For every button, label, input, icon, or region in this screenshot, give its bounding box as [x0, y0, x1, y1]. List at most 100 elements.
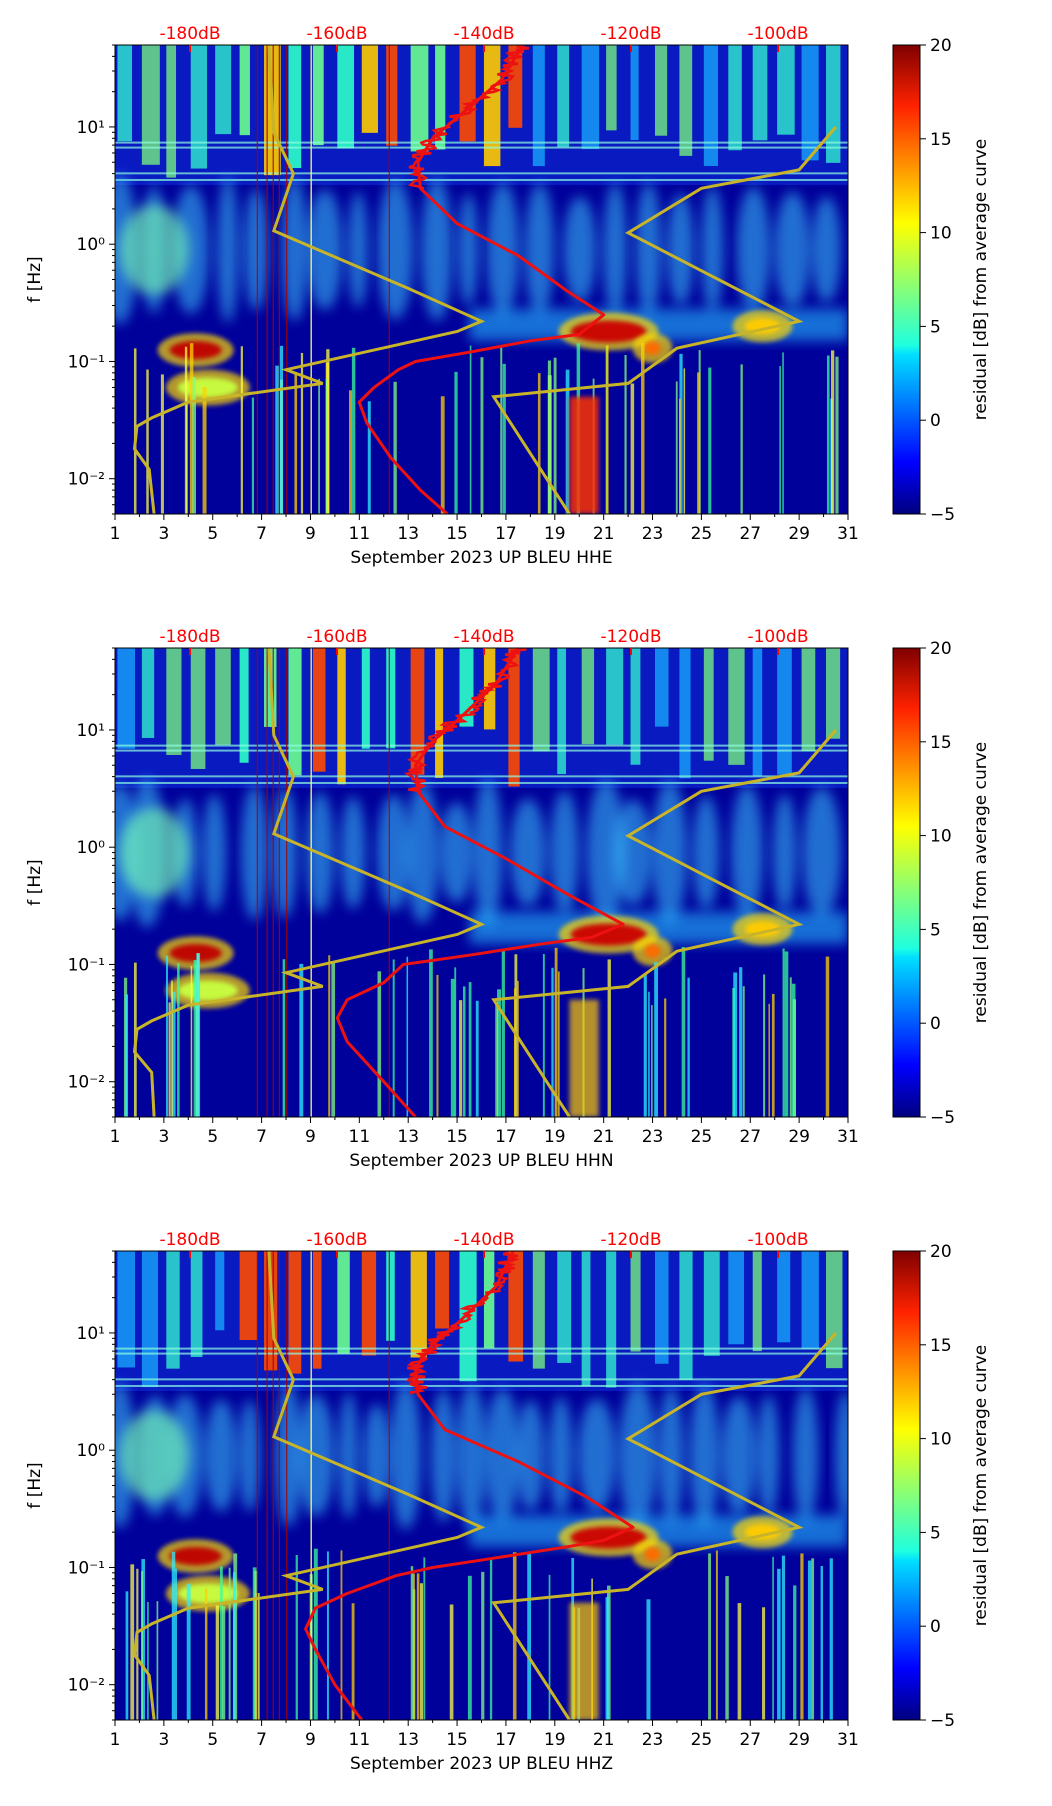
transient-spike [196, 953, 201, 1117]
top-tick-label: -140dB [453, 1230, 514, 1250]
x-tick-labels: 1 3 5 7 9 11 13 15 17 19 21 23 25 27 29 31 [110, 514, 859, 544]
transient-spike [675, 381, 678, 514]
hf-day-column [483, 1251, 495, 1349]
y-tick-label: 10¹ [77, 721, 105, 741]
x-tick-label: 17 [495, 1127, 517, 1147]
transient-spike [331, 962, 336, 1117]
transient-spike [184, 346, 188, 514]
y-tick-label: 10⁻² [68, 470, 105, 490]
transient-spike [782, 352, 784, 514]
storm-hotspot [177, 1583, 238, 1604]
hf-day-column [752, 648, 763, 777]
red-curve-layer [304, 1251, 635, 1720]
transient-spike [495, 1001, 499, 1117]
microseism-plume [618, 1383, 658, 1529]
microseism-plume [736, 186, 771, 313]
x-tick-label: 7 [256, 524, 267, 544]
gap-line [286, 1251, 288, 1720]
transient-spike [542, 953, 545, 1117]
transient-spike [136, 1568, 139, 1720]
storm-hotspot [570, 923, 647, 946]
x-tick-label: 7 [256, 1127, 267, 1147]
colorbar-tick-label: −5 [930, 505, 955, 525]
transient-spike [228, 1567, 231, 1720]
transient-spike [654, 962, 659, 1117]
gap-line [256, 1251, 259, 1720]
y-tick-label: 10⁻¹ [68, 352, 105, 372]
hf-day-column [654, 45, 668, 136]
microseism-plume [172, 185, 210, 314]
transient-spike [192, 377, 197, 514]
transient-spike [782, 948, 785, 1117]
transient-spike [300, 352, 304, 514]
transient-spike [416, 1573, 420, 1720]
microseism-plume [472, 777, 503, 928]
hf-day-column [239, 45, 250, 136]
transient-spike [725, 1576, 729, 1720]
x-tick-label: 9 [305, 524, 316, 544]
transient-spike [436, 974, 439, 1117]
storm-hotspot [169, 944, 222, 963]
colorbar-tick-label: 10 [930, 1430, 952, 1450]
top-tick-label: -180dB [159, 1230, 220, 1250]
microseism-plume [274, 1384, 303, 1528]
x-tick-labels: 1 3 5 7 9 11 13 15 17 19 21 23 25 27 29 31 [110, 1720, 859, 1750]
harmonic-line [115, 781, 848, 784]
transient-spike [125, 994, 129, 1117]
y-tick-label: 10⁰ [77, 1441, 106, 1461]
x-tick-label: 29 [788, 524, 810, 544]
y-tick-label: 10⁻¹ [68, 955, 105, 975]
microseism-plume [689, 1383, 720, 1528]
microseism-plume [515, 1399, 546, 1512]
colorbar: 20 15 10 5 0 −5 [892, 639, 955, 1128]
hf-day-column [777, 1251, 791, 1343]
transient-spike [807, 1560, 812, 1720]
transient-spike [811, 1558, 815, 1720]
transient-spike [768, 1003, 770, 1117]
hf-day-column [557, 45, 570, 148]
transient-spike [175, 1568, 178, 1720]
colorbar-tick-label: −5 [930, 1108, 955, 1128]
transient-spike [240, 346, 243, 514]
transient-spike [204, 1588, 208, 1720]
transient-spike [781, 1555, 786, 1720]
transient-spike [607, 959, 611, 1117]
hf-day-column [532, 45, 545, 167]
transient-spike [168, 1002, 171, 1117]
x-tick-label: 5 [207, 1127, 218, 1147]
hf-day-column [728, 1251, 745, 1345]
top-tick-label: -140dB [453, 627, 514, 647]
colorbar-label: residual [dB] from average curve [971, 1345, 991, 1626]
storm-hotspot [169, 1547, 222, 1566]
storm-hotspot [177, 980, 238, 1001]
x-tick-label: 25 [691, 1127, 713, 1147]
average-noise-curve-jagged [405, 1251, 520, 1395]
transient-spike [171, 1551, 176, 1720]
transient-spike [554, 947, 558, 1117]
transient-spike [215, 1604, 220, 1720]
hf-day-column [826, 45, 841, 163]
microseism-plume [701, 185, 724, 314]
storm-hotspot [644, 944, 661, 959]
x-tick-label: 23 [642, 1730, 664, 1750]
transient-spike [160, 374, 164, 514]
transient-spike [777, 1568, 781, 1720]
transient-spike [232, 1572, 236, 1720]
x-tick-label: 3 [158, 1127, 169, 1147]
colorbar-tick-label: 15 [930, 130, 952, 150]
x-tick-label: 31 [837, 524, 859, 544]
x-axis-label: September 2023 UP BLEU HHZ [350, 1754, 613, 1774]
microseism-plume [586, 779, 626, 926]
transient-spike [475, 1000, 479, 1117]
microseism-plume [348, 191, 369, 308]
hf-day-column [777, 45, 795, 135]
transient-spike [410, 1566, 414, 1720]
transient-spike [440, 396, 445, 514]
transient-spike [789, 977, 792, 1117]
hf-day-column [581, 1251, 591, 1387]
transient-spike [462, 986, 466, 1117]
microseism-plume [772, 793, 797, 912]
microseism-plume [603, 182, 628, 317]
hf-day-column [166, 45, 177, 178]
transient-spike [454, 371, 458, 514]
